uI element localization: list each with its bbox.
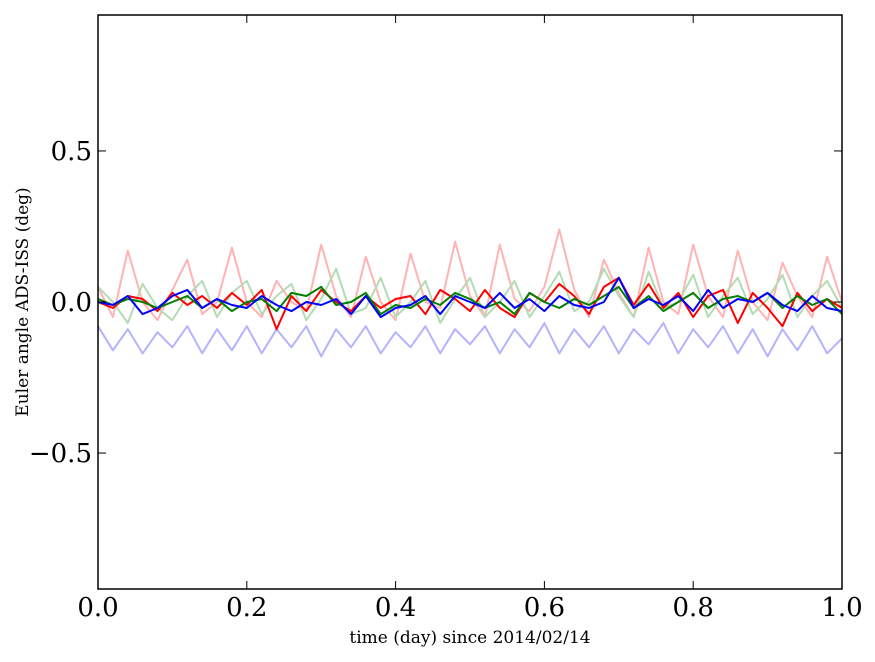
series-line-1 [97,228,843,322]
x-tick-label: 0.2 [226,593,267,623]
y-tick-label: −0.5 [29,439,92,469]
x-tick-label: 0.6 [524,593,565,623]
y-tick-label: 0.5 [51,137,92,167]
y-tick-label: 0.0 [51,288,92,318]
x-axis-label: time (day) since 2014/02/14 [349,628,590,648]
x-tick-label: 0.4 [375,593,416,623]
tick-layer: 0.0 0.2 0.4 0.6 0.8 1.0 −0.5 0.0 0.5 [29,15,863,623]
x-tick-label: 0.8 [673,593,714,623]
x-tick-label: 0.0 [77,593,118,623]
x-tick-label: 1.0 [821,593,862,623]
y-axis-label: Euler angle ADS-ISS (deg) [13,187,33,416]
series-line-6 [97,276,843,319]
series-line-3 [97,322,843,358]
series-layer [97,228,843,358]
